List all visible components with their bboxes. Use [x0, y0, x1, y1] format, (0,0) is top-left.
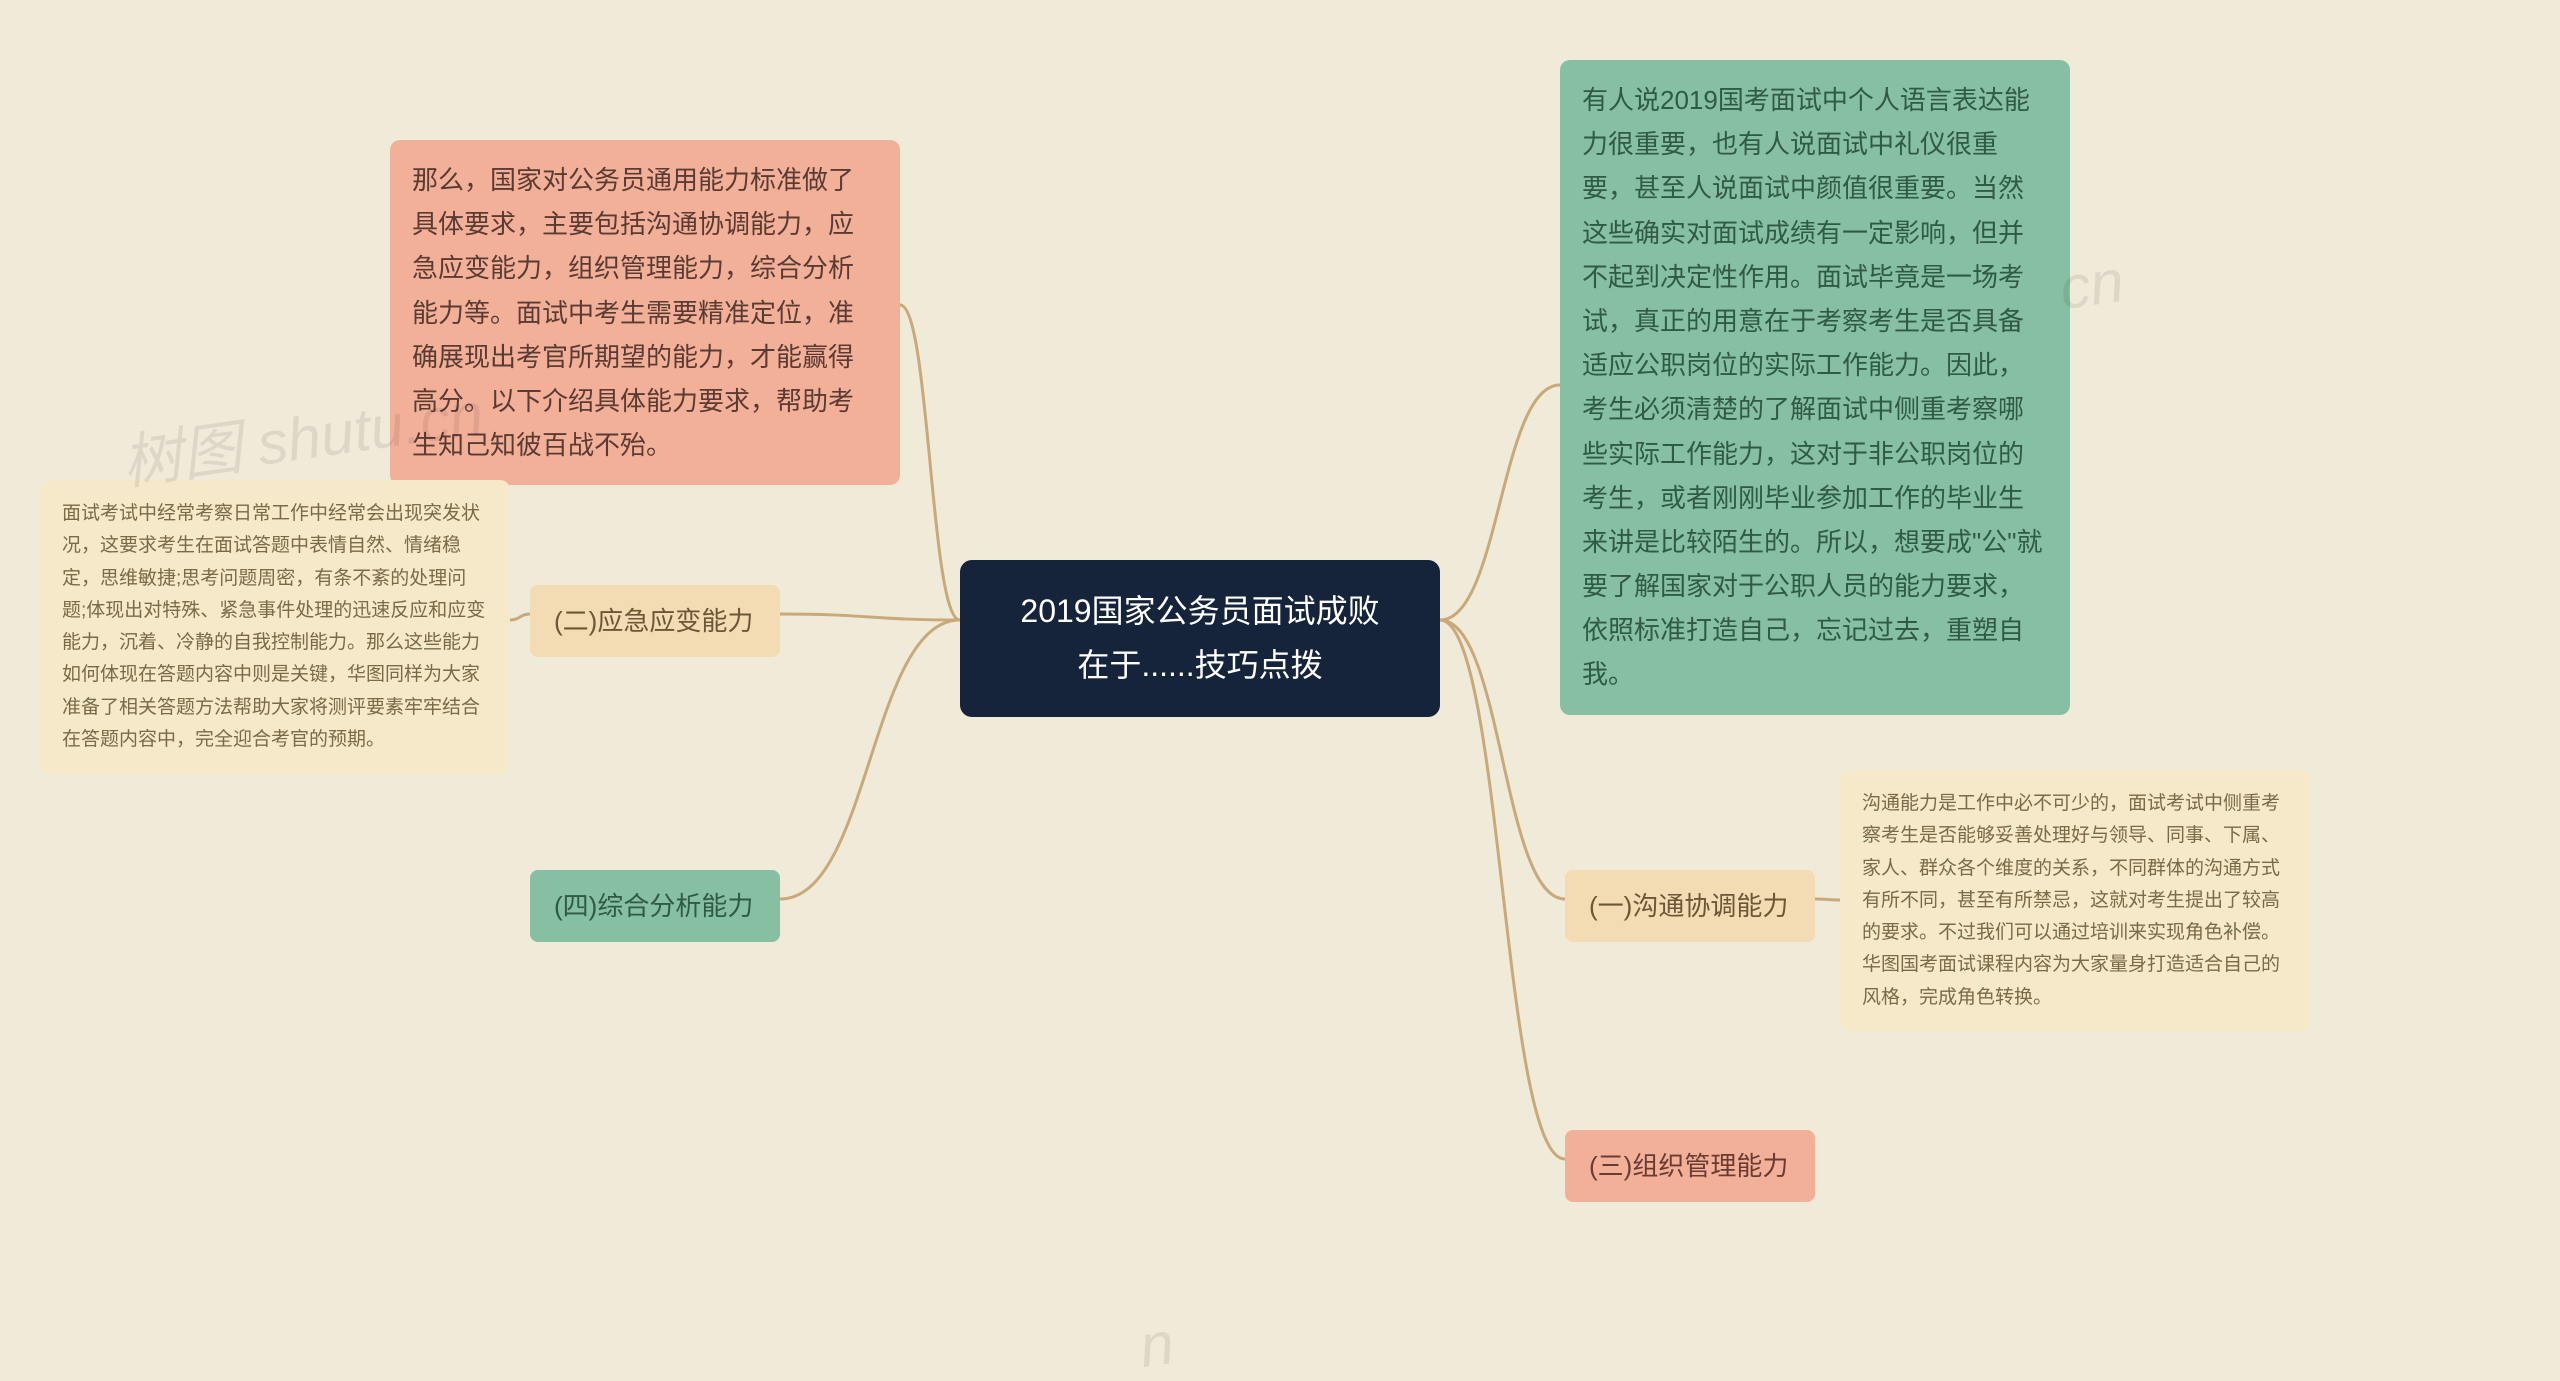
center-node: 2019国家公务员面试成败在于......技巧点拨: [960, 560, 1440, 717]
watermark: n: [1135, 1308, 1178, 1381]
connector: [1440, 620, 1565, 1159]
ability-3-label: (三)组织管理能力: [1565, 1130, 1815, 1202]
ability-4-label: (四)综合分析能力: [530, 870, 780, 942]
connector: [780, 620, 960, 899]
connector: [900, 305, 960, 620]
connector: [1440, 620, 1565, 899]
left-intro-box: 那么，国家对公务员通用能力标准做了具体要求，主要包括沟通协调能力，应急应变能力，…: [390, 140, 900, 485]
connector: [780, 614, 960, 620]
connector: [510, 614, 530, 620]
ability-2-label: (二)应急应变能力: [530, 585, 780, 657]
ability-2-detail: 面试考试中经常考察日常工作中经常会出现突发状况，这要求考生在面试答题中表情自然、…: [40, 480, 510, 774]
connector: [1815, 899, 1840, 900]
connector: [1440, 385, 1560, 620]
ability-1-detail: 沟通能力是工作中必不可少的，面试考试中侧重考察考生是否能够妥善处理好与领导、同事…: [1840, 770, 2310, 1032]
right-intro-box: 有人说2019国考面试中个人语言表达能力很重要，也有人说面试中礼仪很重要，甚至人…: [1560, 60, 2070, 715]
ability-1-label: (一)沟通协调能力: [1565, 870, 1815, 942]
